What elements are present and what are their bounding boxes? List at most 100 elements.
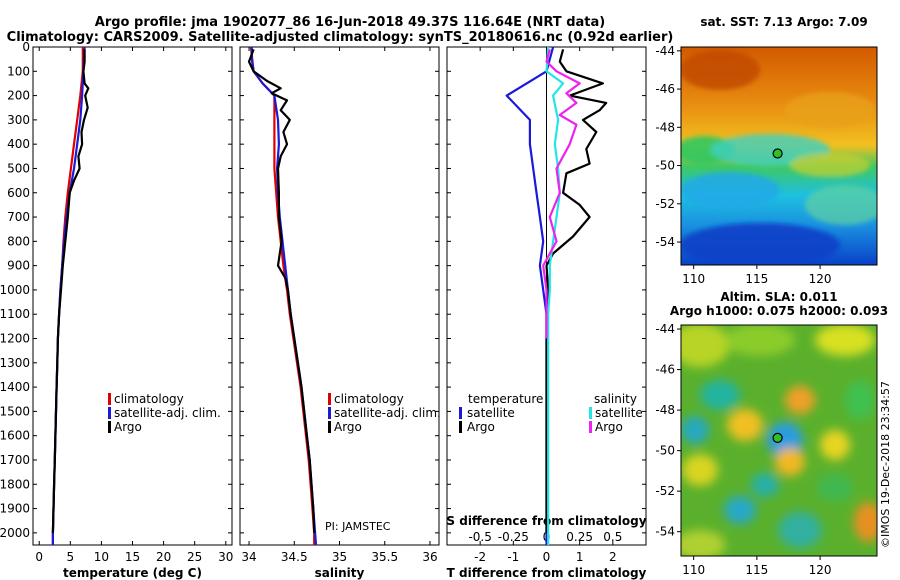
sst-map-axes: 110 115 120 -44 -46 -48 -50 -52 -54	[655, 44, 831, 286]
legend-label-satellite: satellite-adj. clim.	[114, 406, 221, 420]
series-line-argo	[247, 49, 316, 533]
x-axis-label: temperature (deg C)	[63, 566, 202, 580]
legend-label-argo: Argo	[334, 420, 362, 434]
y-tick-label: 1300	[0, 356, 30, 370]
map-y-tick-label: -50	[655, 159, 675, 173]
legend-label-t-argo: Argo	[467, 420, 495, 434]
map-y-tick-label: -54	[655, 235, 675, 249]
sst-map: sat. SST: 7.13 Argo: 7.09 110 115 120 -44 -4…	[655, 15, 878, 286]
y-tick-label: 200	[7, 89, 30, 103]
y-tick-label: 1100	[0, 307, 30, 321]
map-x-tick-label: 120	[809, 272, 832, 286]
legend-label-s-satellite: satellite	[595, 406, 643, 420]
sla-map-title: Altim. SLA: 0.011	[720, 290, 837, 304]
plot-frame	[239, 46, 440, 546]
map-x-tick-label: 120	[809, 563, 832, 577]
y-tick-label: 1800	[0, 477, 30, 491]
sla-map: Altim. SLA: 0.011 Argo h1000: 0.075 h200…	[655, 290, 888, 577]
figure-title-line-2: Climatology: CARS2009. Satellite-adjuste…	[7, 30, 674, 45]
sst-map-title: sat. SST: 7.13 Argo: 7.09	[700, 15, 867, 29]
x-tick-label: -2	[474, 550, 486, 564]
series-line-t-argo	[545, 49, 608, 533]
map-y-tick-label: -48	[655, 120, 675, 134]
x-tick-label: 34.5	[281, 550, 308, 564]
map-y-tick-label: -44	[655, 44, 675, 58]
map-y-tick-label: -52	[655, 197, 675, 211]
x-tick-label: 0	[35, 550, 43, 564]
y-tick-label: 1900	[0, 502, 30, 516]
y-tick-label: 100	[7, 64, 30, 78]
plot-frame	[32, 46, 233, 546]
x2-tick-label: -0.5	[468, 530, 491, 544]
temperature-panel: 0100200300400500600700800900100011001200…	[0, 40, 233, 580]
y-tick-label: 600	[7, 186, 30, 200]
legend-swatch-satellite	[328, 407, 331, 419]
map-x-tick-label: 115	[745, 272, 768, 286]
x-tick-label: 36	[422, 550, 437, 564]
series-line-s-satellite	[545, 46, 565, 545]
x-axis-label: T difference from climatology	[447, 566, 647, 580]
map-y-tick-label: -44	[655, 322, 675, 336]
x-tick-label: 30	[218, 550, 233, 564]
y-tick-label: 1700	[0, 453, 30, 467]
legend-swatch-satellite	[108, 407, 111, 419]
x-tick-label: 1	[576, 550, 584, 564]
salinity-legend: climatology satellite-adj. clim. Argo PI…	[325, 392, 441, 533]
legend-swatch-argo	[108, 421, 111, 433]
y-tick-label: 900	[7, 259, 30, 273]
x-tick-label: 15	[125, 550, 140, 564]
map-y-tick-label: -46	[655, 82, 675, 96]
x-tick-label: -1	[507, 550, 519, 564]
y-tick-label: 500	[7, 161, 30, 175]
x-tick-label: 34	[241, 550, 256, 564]
legend-swatch-s-satellite	[589, 407, 592, 419]
y-tick-label: 2000	[0, 526, 30, 540]
y-tick-label: 800	[7, 234, 30, 248]
map-y-tick-label: -46	[655, 363, 675, 377]
x2-tick-label: -0.25	[498, 530, 529, 544]
x-tick-label: 2	[609, 550, 617, 564]
argo-location-marker	[772, 432, 783, 443]
legend-swatch-t-argo	[459, 421, 462, 433]
difference-legend: temperature salinity satellite Argo sate…	[459, 392, 643, 434]
x2-tick-label: 0.25	[566, 530, 593, 544]
x-tick-label: 25	[187, 550, 202, 564]
y-tick-label: 1200	[0, 332, 30, 346]
y-tick-label: 700	[7, 210, 30, 224]
y-tick-label: 0	[22, 40, 30, 54]
y-tick-label: 1600	[0, 429, 30, 443]
legend-label-t-satellite: satellite	[467, 406, 515, 420]
x-tick-label: 35	[332, 550, 347, 564]
difference-panel: -2 -1 0 1 2S difference from climatology-0.5…	[446, 46, 647, 580]
legend-label-climatology: climatology	[334, 392, 404, 406]
sla-map-axes: 110 115 120 -44 -46 -48 -50 -52 -54	[655, 322, 831, 577]
x-tick-label: 20	[156, 550, 171, 564]
legend-swatch-climatology	[328, 393, 331, 405]
map-y-tick-label: -50	[655, 444, 675, 458]
pi-label: PI: JAMSTEC	[325, 520, 391, 533]
x-tick-label: 10	[94, 550, 109, 564]
legend-label-argo: Argo	[114, 420, 142, 434]
credit-text: ©IMOS 19-Dec-2018 23:34:57	[879, 381, 892, 548]
map-y-tick-label: -52	[655, 484, 675, 498]
map-x-tick-label: 115	[745, 563, 768, 577]
x-tick-label: 5	[66, 550, 74, 564]
x-axis-label: salinity	[315, 566, 365, 580]
figure-title-line-1: Argo profile: jma 1902077_86 16-Jun-2018…	[95, 15, 605, 30]
legend-label-climatology: climatology	[114, 392, 184, 406]
legend-title-temperature: temperature	[468, 392, 543, 406]
x-tick-label: 35.5	[371, 550, 398, 564]
x-tick-label: 0	[543, 550, 551, 564]
sla-map-subtitle: Argo h1000: 0.075 h2000: 0.093	[670, 304, 888, 318]
legend-swatch-climatology	[108, 393, 111, 405]
y-tick-label: 1400	[0, 380, 30, 394]
argo-location-marker	[772, 148, 783, 159]
legend-swatch-s-argo	[589, 421, 592, 433]
series-line-s-argo	[542, 49, 581, 339]
legend-label-satellite: satellite-adj. clim.	[334, 406, 441, 420]
salinity-panel: 34 34.5 35 35.5 36 salinity	[239, 46, 440, 580]
map-y-tick-label: -48	[655, 403, 675, 417]
x2-tick-label: 0.5	[603, 530, 622, 544]
y-tick-label: 300	[7, 113, 30, 127]
